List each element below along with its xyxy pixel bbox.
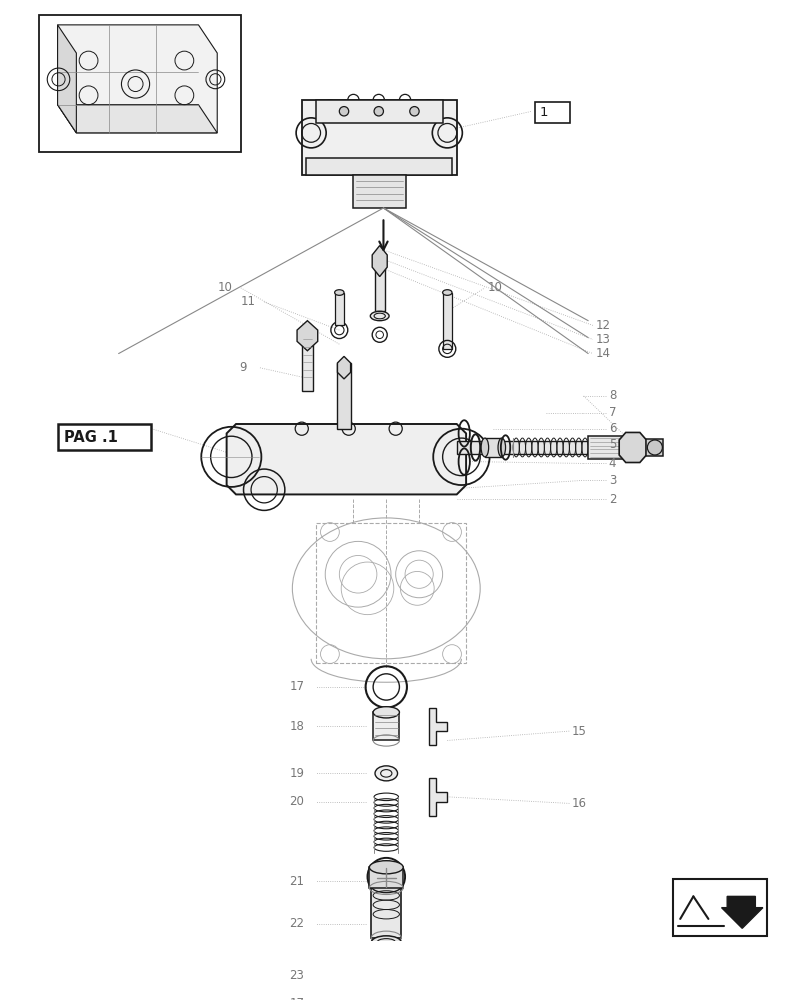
Bar xyxy=(375,255,385,311)
Text: 17: 17 xyxy=(290,680,304,693)
Text: PAG .1: PAG .1 xyxy=(64,430,118,445)
Polygon shape xyxy=(58,105,217,133)
Bar xyxy=(369,867,403,888)
Polygon shape xyxy=(428,778,447,816)
Text: 5: 5 xyxy=(608,438,616,451)
Bar xyxy=(373,712,399,740)
Text: 19: 19 xyxy=(290,767,304,780)
Bar xyxy=(337,363,350,429)
Circle shape xyxy=(410,107,418,116)
Text: 4: 4 xyxy=(608,457,616,470)
Text: 1: 1 xyxy=(539,106,547,119)
Polygon shape xyxy=(58,25,217,133)
Ellipse shape xyxy=(371,936,401,949)
Text: 22: 22 xyxy=(290,917,304,930)
Bar xyxy=(534,102,569,123)
Text: 9: 9 xyxy=(238,361,246,374)
Bar xyxy=(672,879,766,936)
Bar xyxy=(334,293,344,325)
Ellipse shape xyxy=(334,290,344,295)
Bar xyxy=(456,441,644,454)
Ellipse shape xyxy=(370,311,388,321)
Text: 6: 6 xyxy=(608,422,616,435)
Polygon shape xyxy=(302,100,456,175)
Ellipse shape xyxy=(373,707,399,718)
Text: 3: 3 xyxy=(608,474,616,487)
Bar xyxy=(58,424,152,450)
Polygon shape xyxy=(619,432,646,463)
Ellipse shape xyxy=(497,438,505,457)
Ellipse shape xyxy=(646,440,662,455)
Text: 2: 2 xyxy=(608,493,616,506)
Ellipse shape xyxy=(371,879,401,893)
Bar xyxy=(315,523,466,663)
Bar xyxy=(371,886,401,938)
Bar xyxy=(646,439,663,456)
Text: 18: 18 xyxy=(290,720,304,733)
Text: 7: 7 xyxy=(608,406,616,419)
Text: 23: 23 xyxy=(290,969,304,982)
Polygon shape xyxy=(58,25,76,133)
Polygon shape xyxy=(371,246,387,277)
Bar xyxy=(442,293,452,349)
Ellipse shape xyxy=(375,766,397,781)
Text: 10: 10 xyxy=(217,281,232,294)
Bar xyxy=(302,330,312,391)
Ellipse shape xyxy=(369,861,403,874)
Bar xyxy=(587,436,625,459)
Bar xyxy=(484,438,501,457)
Bar xyxy=(306,158,452,175)
Polygon shape xyxy=(226,424,466,494)
Text: 15: 15 xyxy=(571,725,586,738)
Text: 21: 21 xyxy=(290,875,304,888)
Text: 16: 16 xyxy=(571,797,586,810)
Polygon shape xyxy=(337,356,350,379)
Circle shape xyxy=(339,107,348,116)
Text: 14: 14 xyxy=(595,347,610,360)
Bar xyxy=(315,100,442,123)
Bar xyxy=(353,175,406,208)
Text: 10: 10 xyxy=(487,281,502,294)
Ellipse shape xyxy=(481,438,488,457)
Polygon shape xyxy=(721,896,762,928)
Polygon shape xyxy=(297,321,317,351)
Circle shape xyxy=(374,107,383,116)
Polygon shape xyxy=(428,708,447,745)
Text: 8: 8 xyxy=(608,389,616,402)
Ellipse shape xyxy=(442,290,452,295)
Text: 12: 12 xyxy=(595,319,610,332)
Text: 17: 17 xyxy=(290,997,304,1000)
Text: 20: 20 xyxy=(290,795,304,808)
Text: 11: 11 xyxy=(240,295,255,308)
Text: 13: 13 xyxy=(595,333,610,346)
Bar xyxy=(39,15,240,152)
